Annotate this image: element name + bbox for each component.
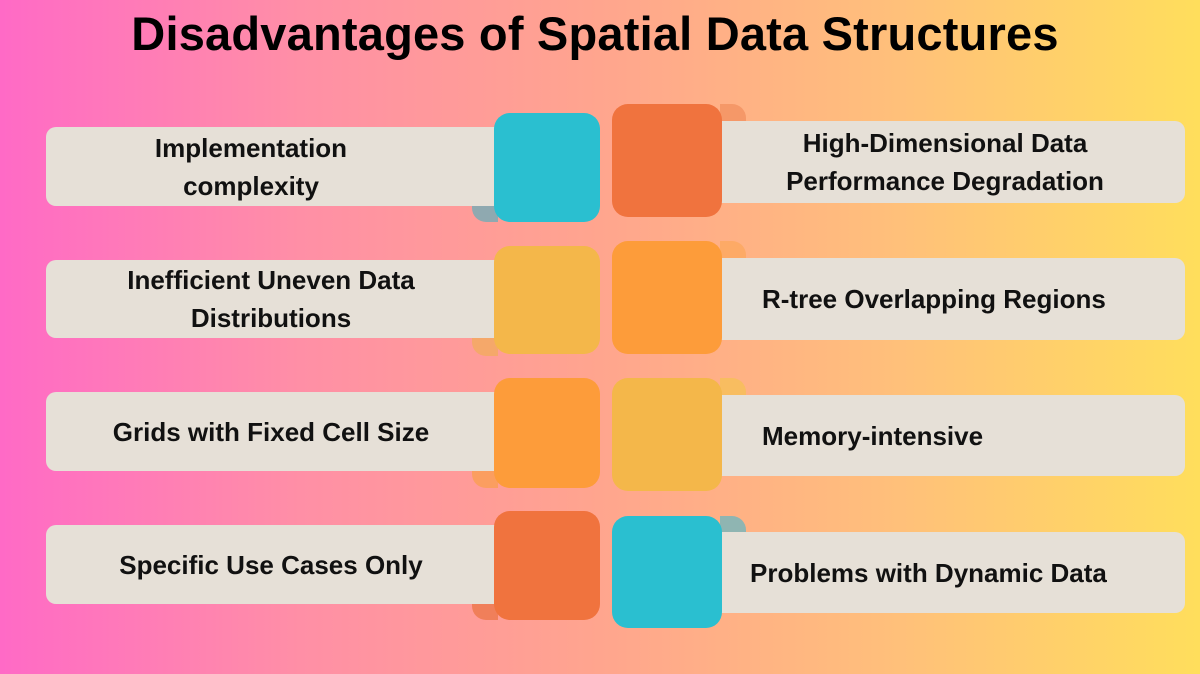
page-title: Disadvantages of Spatial Data Structures — [131, 7, 1059, 60]
curl-decoration — [720, 104, 746, 124]
item-label: Implementation complexity — [154, 132, 348, 201]
yellow-square — [494, 246, 600, 354]
curl-decoration — [472, 202, 498, 222]
curl-decoration — [472, 336, 498, 356]
item-label: Specific Use Cases Only — [119, 549, 423, 580]
curl-decoration — [472, 600, 498, 620]
item-label: Inefficient Uneven Data Distributions — [127, 265, 415, 333]
left-item-2: Inefficient Uneven Data Distributions — [46, 260, 516, 338]
curl-decoration — [472, 468, 498, 488]
cyan-square — [494, 113, 600, 222]
orange-square — [612, 241, 722, 354]
right-item-1: High-Dimensional Data Performance Degrad… — [700, 121, 1185, 203]
yellow-square — [612, 378, 722, 491]
left-item-4: Specific Use Cases Only — [46, 525, 516, 604]
item-label: Problems with Dynamic Data — [750, 557, 1107, 588]
curl-decoration — [720, 241, 746, 261]
orange-square — [494, 378, 600, 488]
item-label: Memory-intensive — [762, 420, 984, 451]
item-label: High-Dimensional Data Performance Degrad… — [786, 128, 1104, 196]
red-orange-square — [612, 104, 722, 217]
right-item-4: Problems with Dynamic Data — [700, 532, 1185, 613]
curl-decoration — [720, 516, 746, 536]
right-item-2: R-tree Overlapping Regions — [700, 258, 1185, 340]
item-label: Grids with Fixed Cell Size — [112, 416, 430, 447]
left-item-3: Grids with Fixed Cell Size — [46, 392, 516, 471]
item-label: R-tree Overlapping Regions — [762, 284, 1106, 314]
right-item-3: Memory-intensive — [700, 395, 1185, 476]
red-orange-square — [494, 511, 600, 620]
left-item-1: Implementation complexity — [46, 127, 516, 206]
curl-decoration — [720, 378, 746, 398]
cyan-square — [612, 516, 722, 628]
